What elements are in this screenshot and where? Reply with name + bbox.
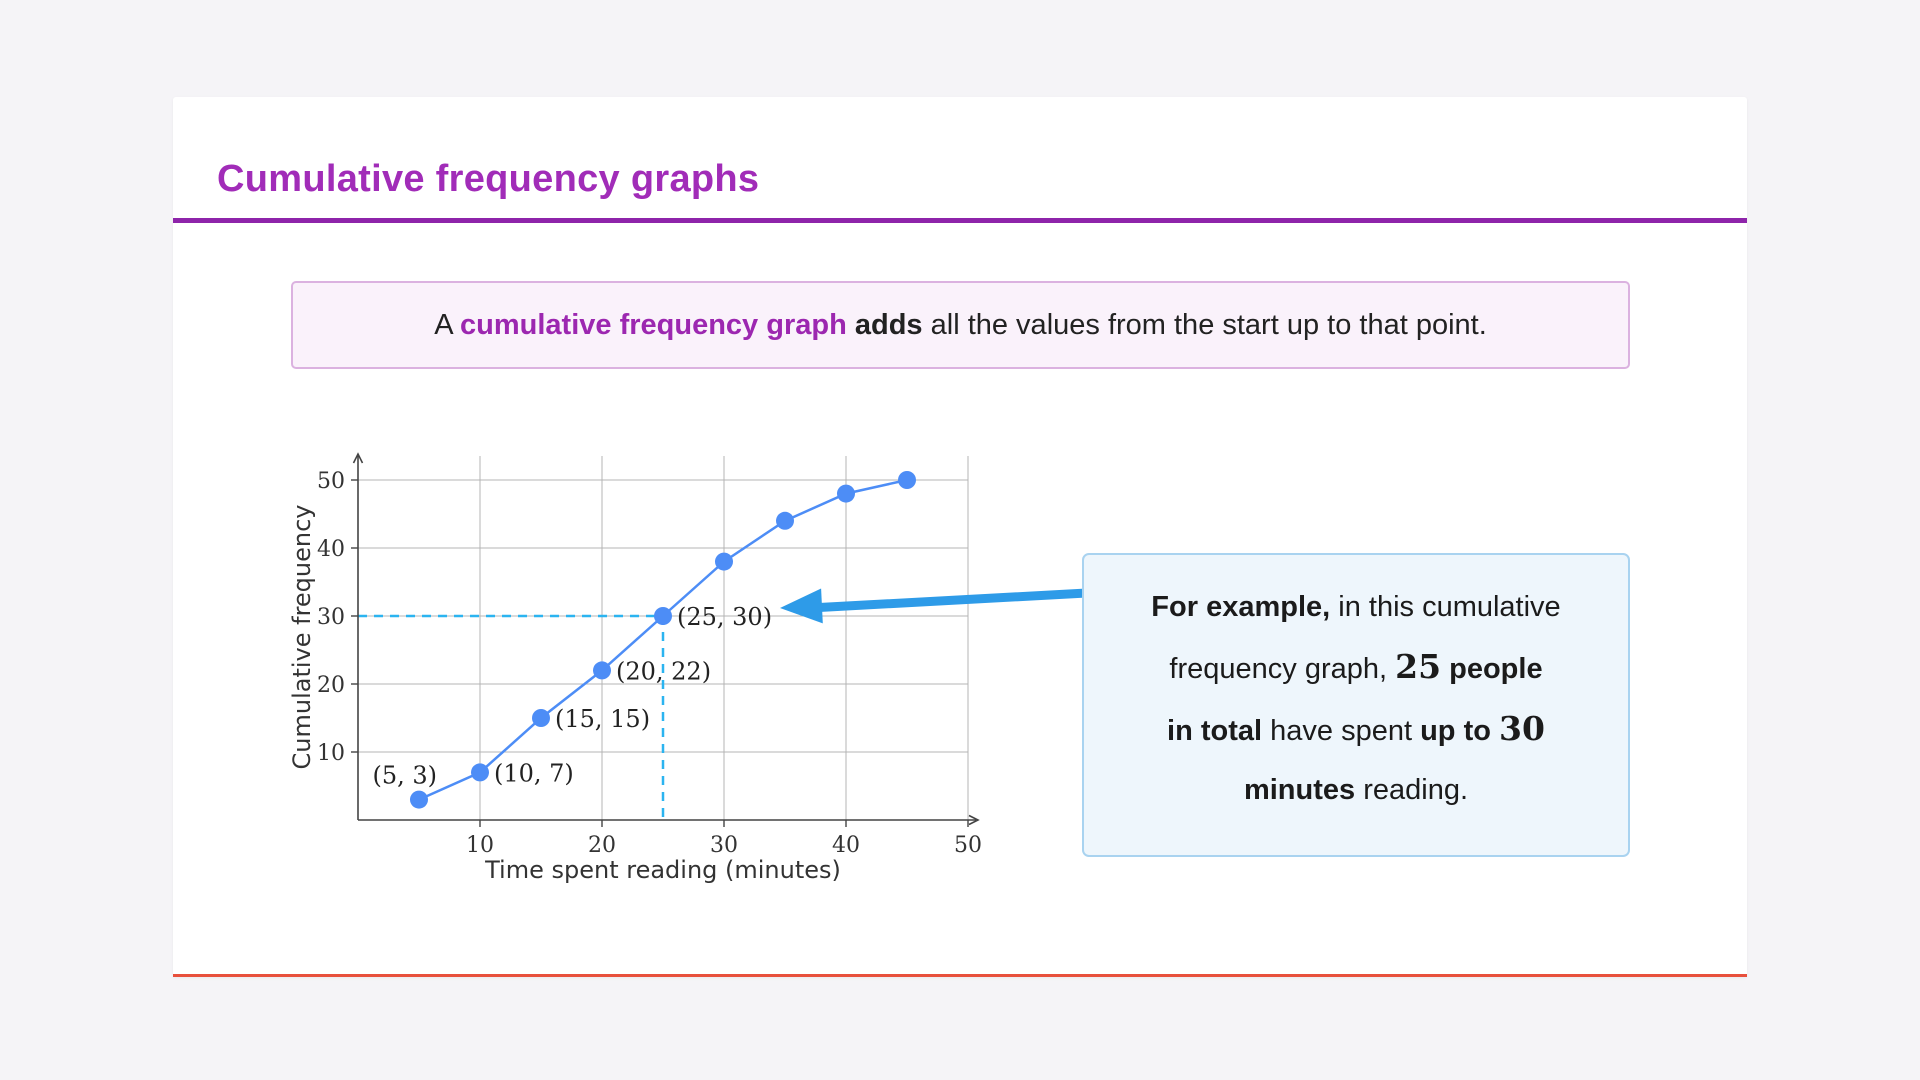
- data-point: [471, 763, 489, 782]
- text-segment: 30: [1499, 709, 1545, 748]
- data-point: [776, 511, 794, 530]
- example-text-line: For example, in this cumulative: [1084, 578, 1628, 637]
- example-callout: For example, in this cumulative frequency…: [1082, 553, 1630, 857]
- x-axis-title: Time spent reading (minutes): [484, 856, 841, 884]
- y-tick-label: 50: [317, 469, 345, 494]
- cumulative-frequency-chart: 10 20 30 40 50 10 20 30 40 50 (5, 3) (10, 7) (15, 15…: [290, 452, 982, 884]
- data-point: [410, 790, 428, 809]
- data-point: [898, 471, 916, 489]
- text-segment: people: [1441, 653, 1543, 685]
- arrow-head: [780, 588, 823, 624]
- text-segment: 25: [1395, 647, 1442, 686]
- text-segment: For example,: [1151, 591, 1331, 623]
- arrow-shaft: [814, 587, 1110, 612]
- data-point: [532, 709, 550, 727]
- definition-text: A cumulative frequency graph adds all th…: [434, 309, 1487, 342]
- data-point: [654, 607, 672, 625]
- text-segment: in total: [1167, 715, 1263, 747]
- example-text-line: frequency graph, 25 people: [1084, 637, 1628, 699]
- text-segment: cumulative frequency graph: [460, 308, 847, 341]
- y-axis-arrow-icon: [352, 452, 364, 464]
- definition-callout: A cumulative frequency graph adds all th…: [291, 281, 1630, 369]
- x-tick-label: 10: [466, 833, 494, 858]
- title-divider: [173, 218, 1747, 223]
- text-segment: reading.: [1355, 774, 1469, 806]
- x-tick-label: 20: [588, 833, 616, 858]
- text-segment: adds: [846, 308, 923, 341]
- example-pointer-arrow-icon: [780, 587, 1110, 624]
- text-segment: in this cumulative: [1330, 591, 1561, 623]
- data-point: [837, 484, 855, 503]
- data-point: [715, 552, 733, 571]
- point-label: (20, 22): [616, 657, 711, 685]
- content-card: Cumulative frequency graphs A cumulative…: [173, 97, 1747, 977]
- example-text-line: minutes reading.: [1084, 761, 1628, 820]
- text-segment: frequency graph,: [1169, 653, 1396, 685]
- x-axis-arrow-icon: [968, 814, 980, 826]
- y-axis-title: Cumulative frequency: [290, 505, 316, 770]
- text-segment: have spent: [1262, 715, 1421, 747]
- example-text: For example, in this cumulative frequency…: [1084, 578, 1628, 820]
- data-point: [593, 661, 611, 680]
- example-text-line: in total have spent up to 30: [1084, 699, 1628, 761]
- point-label: (10, 7): [494, 759, 574, 787]
- x-tick-label: 30: [710, 833, 738, 858]
- point-label: (5, 3): [372, 762, 437, 790]
- x-tick-label: 50: [954, 833, 982, 858]
- text-segment: up to: [1420, 715, 1500, 747]
- y-tick-label: 40: [317, 537, 345, 562]
- point-label: (15, 15): [555, 705, 650, 733]
- text-segment: all the values from the start up to that…: [922, 308, 1487, 341]
- y-tick-label: 30: [317, 605, 345, 630]
- y-tick-label: 20: [317, 673, 345, 698]
- text-segment: A: [434, 308, 461, 341]
- point-label: (25, 30): [677, 603, 772, 631]
- y-tick-label: 10: [317, 741, 345, 766]
- page-title: Cumulative frequency graphs: [217, 158, 760, 201]
- x-tick-label: 40: [832, 833, 860, 858]
- text-segment: minutes: [1243, 774, 1356, 806]
